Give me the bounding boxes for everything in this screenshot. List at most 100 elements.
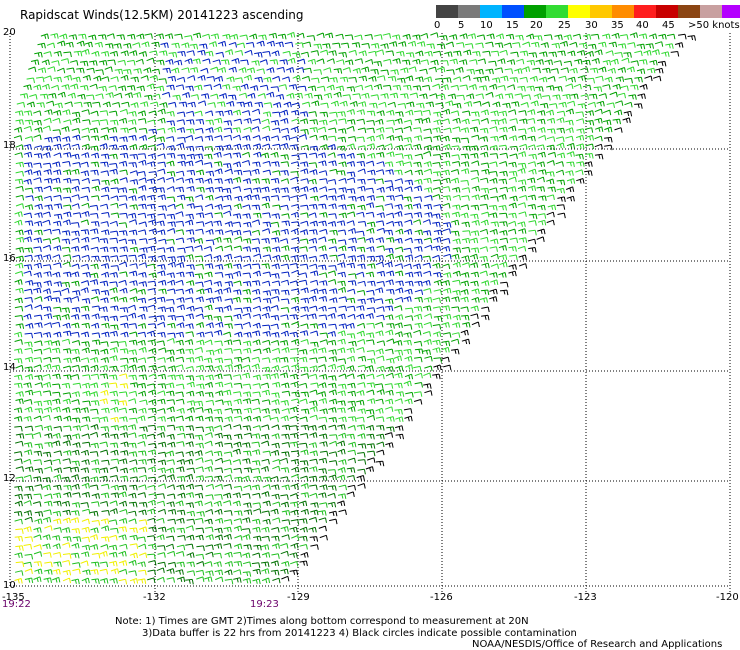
wind-barb [242, 255, 250, 258]
wind-barb [249, 222, 252, 228]
wind-barb [262, 271, 270, 274]
wind-barb [79, 212, 82, 218]
wind-barb [251, 280, 259, 283]
wind-barb [309, 169, 317, 173]
wind-barb [634, 76, 642, 79]
wind-barb [487, 109, 489, 115]
wind-barb [252, 34, 255, 40]
wind-barb [358, 50, 366, 54]
wind-barb [325, 178, 328, 184]
wind-barb [402, 33, 410, 37]
wind-barb [651, 49, 659, 53]
wind-barb [90, 228, 98, 232]
wind-barb [464, 162, 467, 167]
wind-barb [410, 237, 413, 244]
wind-barb [141, 111, 144, 117]
wind-barb [548, 95, 551, 101]
wind-barb [495, 272, 498, 278]
wind-barb [82, 68, 85, 74]
wind-barb [420, 271, 423, 277]
wind-barb [514, 125, 517, 131]
wind-barb [15, 270, 22, 275]
wind-barb [119, 136, 127, 139]
wind-barb [248, 144, 251, 150]
wind-barb [289, 144, 297, 147]
wind-barb [375, 220, 383, 223]
wind-barb [340, 263, 343, 268]
wind-barb [579, 42, 587, 45]
wind-barb [80, 42, 82, 47]
wind-barb [72, 254, 80, 258]
wind-barb [97, 153, 100, 159]
wind-barb [580, 94, 588, 97]
wind-barb [16, 101, 24, 105]
wind-barb [493, 111, 496, 116]
wind-barb [248, 213, 251, 219]
wind-barb [478, 119, 481, 125]
wind-barb [450, 51, 453, 57]
wind-barb [47, 281, 49, 286]
wind-barb [138, 118, 146, 121]
wind-barb [277, 222, 280, 228]
wind-barb [423, 41, 426, 47]
wind-barb [69, 272, 72, 278]
wind-barb [291, 204, 299, 207]
wind-barb [420, 246, 423, 252]
wind-barb [190, 35, 193, 41]
wind-barb [109, 136, 117, 139]
wind-barb [217, 297, 220, 302]
wind-barb [553, 60, 561, 63]
wind-barb [172, 246, 175, 253]
wind-barb [166, 196, 174, 199]
wind-barb [395, 194, 403, 198]
wind-barb [251, 168, 259, 172]
wind-barb [461, 237, 469, 241]
wind-barb [116, 255, 119, 261]
wind-barb [473, 214, 476, 219]
wind-barb [141, 196, 144, 201]
wind-barb [376, 227, 384, 231]
wind-barb [443, 253, 451, 257]
wind-barb [537, 204, 545, 208]
wind-barb [182, 229, 185, 235]
wind-barb [408, 180, 411, 185]
wind-barb [183, 137, 186, 143]
wind-barb [543, 161, 546, 167]
wind-barb [540, 187, 543, 192]
wind-barb [592, 94, 595, 99]
wind-barb [160, 188, 162, 193]
wind-barb [335, 77, 338, 83]
wind-barb [456, 59, 458, 65]
wind-barb [593, 78, 595, 84]
wind-barb [315, 238, 318, 244]
wind-barb [219, 255, 222, 261]
wind-barb [342, 85, 345, 92]
wind-barb [36, 76, 44, 79]
wind-barb [153, 246, 156, 252]
wind-barb [180, 154, 183, 160]
wind-barb [94, 34, 97, 41]
wind-barb [553, 145, 556, 151]
wind-barb [454, 93, 457, 100]
wind-barb [244, 67, 247, 73]
wind-barb [179, 272, 182, 277]
wind-barb [389, 33, 392, 39]
wind-barb [496, 246, 498, 252]
wind-barb [481, 262, 489, 266]
wind-barb [398, 187, 401, 192]
wind-barb [427, 162, 430, 167]
wind-barb [464, 281, 467, 287]
wind-barb [324, 245, 327, 251]
wind-barb [424, 187, 432, 190]
wind-barb [329, 119, 337, 123]
wind-barb [33, 110, 41, 114]
wind-barb [59, 262, 62, 268]
wind-barb [585, 134, 593, 138]
wind-barb [473, 281, 476, 287]
wind-barb [125, 195, 128, 201]
wind-barb [260, 52, 263, 58]
wind-barb [475, 59, 478, 65]
wind-barb [634, 50, 642, 54]
wind-barb [650, 68, 653, 74]
wind-barb [539, 60, 541, 65]
